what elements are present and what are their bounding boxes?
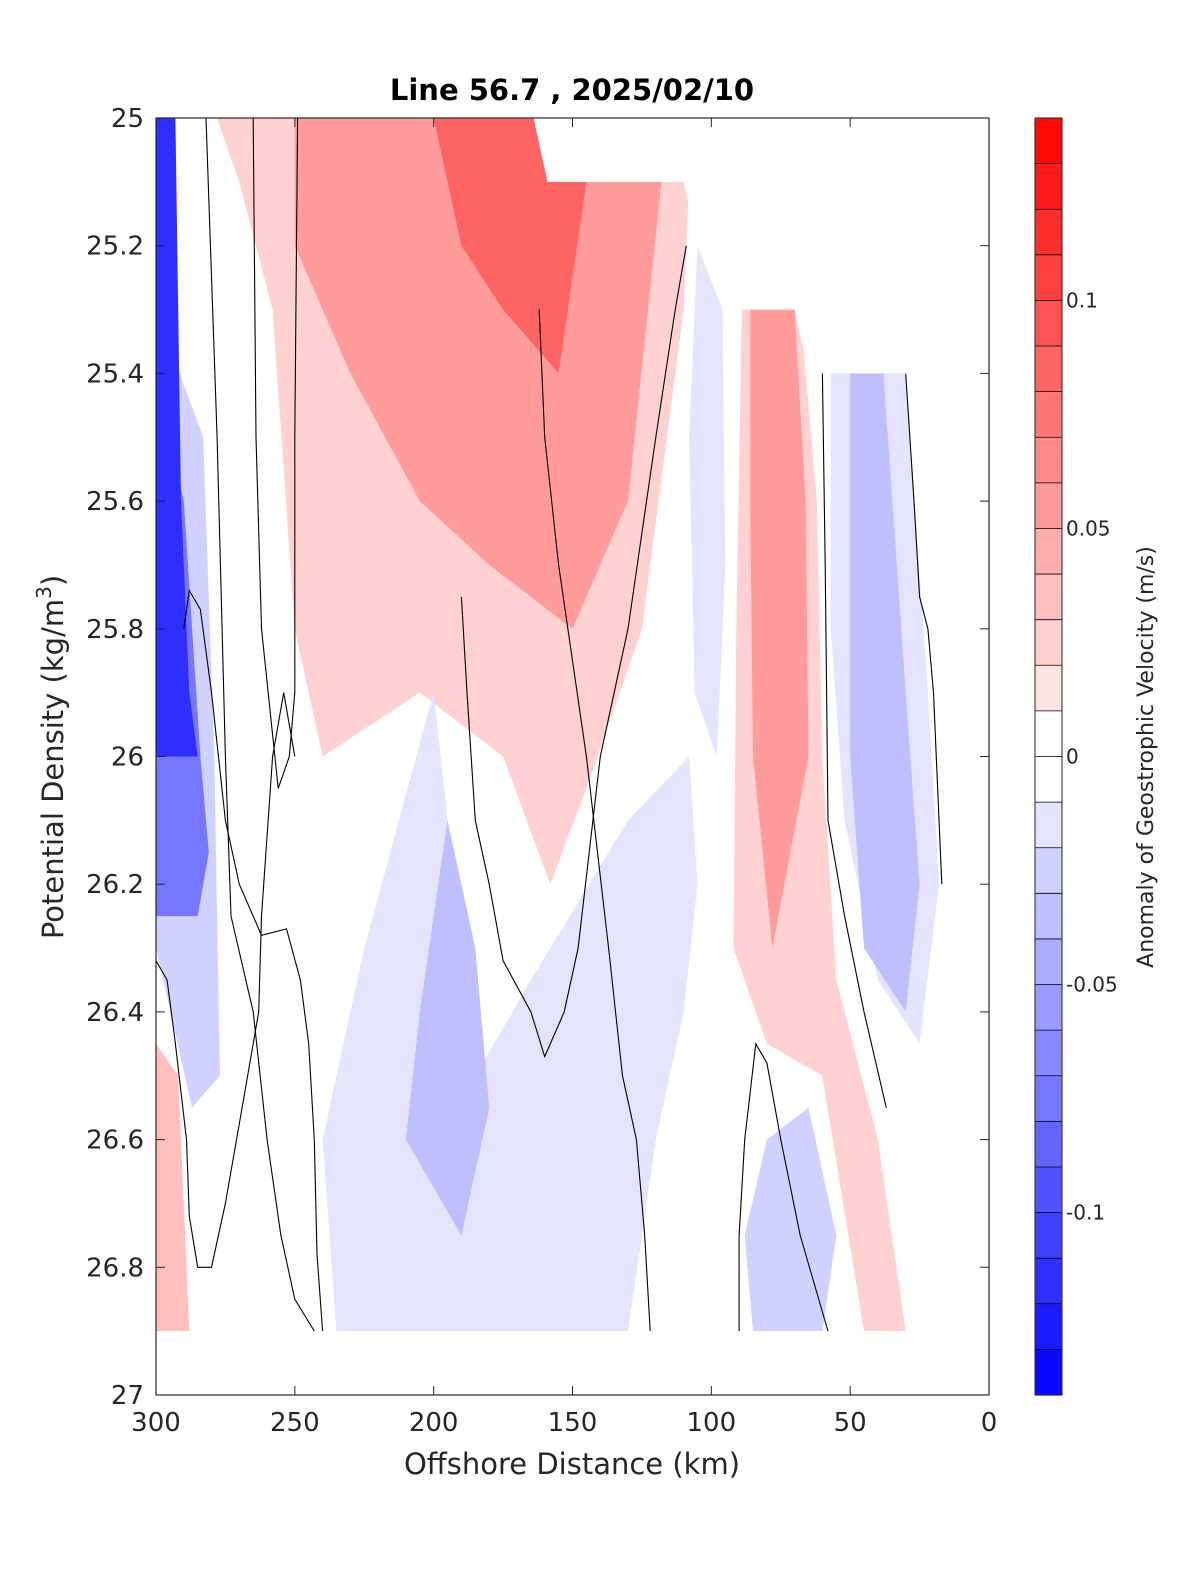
y-tick-label: 25.6 [86, 487, 144, 517]
x-tick-label: 0 [981, 1408, 998, 1438]
y-tick-label: 26.6 [86, 1126, 144, 1156]
colorbar-segment [1035, 528, 1062, 575]
colorbar-tick-label: 0.05 [1066, 516, 1111, 540]
colorbar-segment [1035, 118, 1062, 165]
colorbar-segment [1035, 209, 1062, 256]
y-tick-label: 26 [111, 743, 144, 773]
x-tick-label: 100 [687, 1408, 737, 1438]
anomaly-region-strong-negative-coastal [156, 118, 198, 757]
zero-contour-8 [821, 373, 887, 1108]
zero-contour-2 [252, 118, 299, 789]
colorbar-segment [1035, 437, 1062, 484]
y-tick-label: 26.4 [86, 998, 144, 1028]
anomaly-region-weak-positive-coastal-bottom [156, 1043, 190, 1332]
colorbar-segment [1035, 619, 1062, 666]
colorbar-segment [1035, 1349, 1062, 1396]
y-tick-label: 25.8 [86, 615, 144, 645]
colorbar-segment [1035, 1303, 1062, 1350]
colorbar-segment [1035, 984, 1062, 1031]
colorbar-segment [1035, 1212, 1062, 1259]
x-tick-label: 250 [270, 1408, 320, 1438]
zero-contour-1 [205, 118, 315, 1332]
colorbar-segment [1035, 346, 1062, 393]
colorbar-segment [1035, 893, 1062, 940]
anomaly-region-weak-negative-offshore-mid [689, 245, 726, 757]
zero-contour-lines [156, 118, 943, 1332]
anomaly-region-positive-nearshore-band [750, 309, 809, 949]
zero-contour-3 [156, 692, 296, 1268]
colorbar-segment [1035, 163, 1062, 210]
y-tick-label: 25 [111, 104, 144, 134]
colorbar-title: Anomaly of Geostrophic Velocity (m/s) [1134, 546, 1159, 968]
colorbar-segment [1035, 300, 1062, 347]
chart-title: Line 56.7 , 2025/02/10 [390, 73, 754, 107]
colorbar-tick-label: 0 [1066, 745, 1079, 769]
colorbar-segment [1035, 665, 1062, 712]
colorbar-segment [1035, 802, 1062, 849]
y-tick-label: 27 [111, 1381, 144, 1411]
y-axis-title-end: ) [36, 575, 70, 586]
y-axis-title-superscript: 3 [32, 586, 56, 599]
colorbar: 0.1 0.05 0 -0.05 -0.1 [1034, 117, 1118, 1396]
anomaly-region-negative-nearshore [850, 373, 920, 1012]
colorbar-segment [1035, 756, 1062, 803]
zero-contour-4 [183, 588, 324, 1332]
colorbar-tick-label: 0.1 [1066, 288, 1098, 312]
colorbar-segment [1035, 1075, 1062, 1122]
colorbar-segment [1035, 1258, 1062, 1305]
colorbar-tick-label: -0.05 [1066, 973, 1118, 997]
zero-contour-7 [738, 1042, 829, 1332]
x-axis: 300 250 200 150 100 50 0 [131, 118, 997, 1438]
y-axis-title-main: Potential Density (kg/m [36, 599, 70, 939]
colorbar-segment [1035, 574, 1062, 621]
y-axis-title: Potential Density (kg/m3) [32, 575, 70, 939]
colorbar-segment [1035, 1166, 1062, 1214]
colorbar-segment [1035, 710, 1062, 758]
colorbar-segment [1035, 847, 1062, 894]
anomaly-region-weak-negative-bottom-nearshore [744, 1107, 837, 1332]
x-tick-label: 300 [131, 1408, 181, 1438]
colorbar-segment [1035, 1121, 1062, 1168]
x-tick-label: 200 [409, 1408, 459, 1438]
anomaly-region-weak-negative-offshore-lower [322, 692, 698, 1332]
zero-contour-9 [905, 373, 943, 885]
colorbar-segment [1035, 938, 1062, 986]
y-tick-label: 25.4 [86, 359, 144, 389]
y-tick-label: 26.8 [86, 1253, 144, 1283]
x-tick-label: 150 [548, 1408, 598, 1438]
colorbar-segment [1035, 391, 1062, 438]
zero-contour-6 [538, 309, 651, 1332]
colorbar-tick-label: -0.1 [1066, 1201, 1105, 1225]
x-axis-title: Offshore Distance (km) [404, 1447, 740, 1481]
velocity-anomaly-fill [156, 118, 939, 1332]
x-tick-label: 50 [834, 1408, 867, 1438]
y-tick-label: 25.2 [86, 232, 144, 262]
colorbar-segment [1035, 1030, 1062, 1077]
anomaly-region-negative-offshore-lower [405, 820, 490, 1236]
y-axis: 25 25.2 25.4 25.6 25.8 26 26.2 26.4 26.6 26.8 27 [86, 104, 989, 1411]
no-data-mask [156, 118, 989, 1395]
y-tick-label: 26.2 [86, 870, 144, 900]
anomaly-region-positive-core-strong [433, 118, 587, 374]
colorbar-segment [1035, 254, 1062, 302]
colorbar-segment [1035, 482, 1062, 530]
zero-contour-5 [460, 245, 687, 1059]
